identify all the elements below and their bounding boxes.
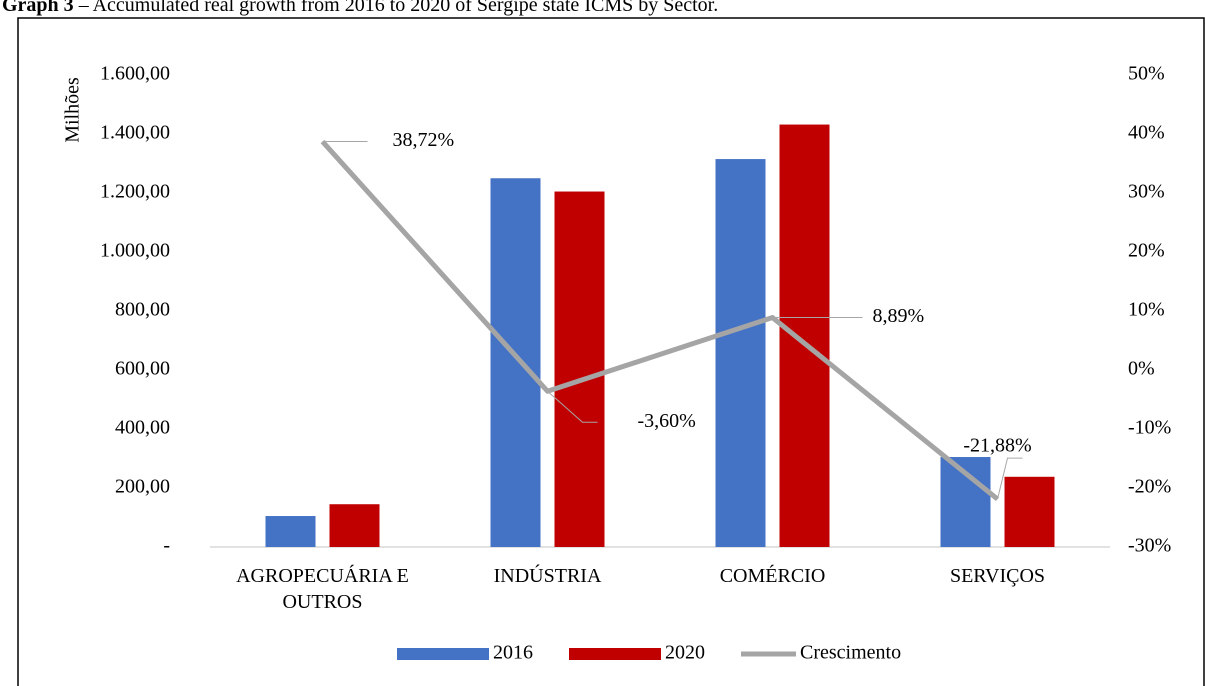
bar bbox=[554, 191, 605, 547]
y-tick-label: 400,00 bbox=[115, 417, 170, 439]
legend-label: 2020 bbox=[665, 642, 705, 664]
x-tick-label-line: INDÚSTRIA bbox=[494, 563, 602, 587]
legend-swatch bbox=[397, 648, 489, 660]
leader-line bbox=[997, 457, 1023, 500]
y2-tick-label: -20% bbox=[1128, 476, 1171, 498]
y2-tick-label: 40% bbox=[1128, 122, 1165, 144]
y-tick-label: 200,00 bbox=[115, 476, 170, 498]
legend-label: Crescimento bbox=[800, 642, 901, 664]
title-text: – Accumulated real growth from 2016 to 2… bbox=[78, 0, 719, 16]
bar bbox=[715, 159, 766, 547]
x-tick-label-line: COMÉRCIO bbox=[720, 564, 826, 587]
line bbox=[320, 139, 1000, 502]
chart-title: Graph 3– Accumulated real growth from 20… bbox=[2, 0, 718, 16]
y-tick-label: 1.200,00 bbox=[100, 181, 170, 203]
y-tick-label: 800,00 bbox=[115, 299, 170, 321]
y-tick-label: 1.400,00 bbox=[100, 122, 170, 144]
data-label: 38,72% bbox=[393, 129, 455, 151]
bar bbox=[779, 124, 830, 547]
y-tick-label: - bbox=[163, 535, 170, 557]
bar bbox=[1004, 476, 1055, 547]
bar bbox=[329, 504, 380, 547]
y2-tick-label: 30% bbox=[1128, 181, 1165, 203]
leader-line bbox=[547, 390, 598, 423]
x-tick-label-line: SERVIÇOS bbox=[950, 565, 1045, 587]
y-tick-label: 1.600,00 bbox=[100, 63, 170, 85]
data-label: 8,89% bbox=[873, 305, 925, 327]
y2-tick-label: 0% bbox=[1128, 358, 1155, 380]
y-tick-label: 600,00 bbox=[115, 358, 170, 380]
y2-tick-label: 20% bbox=[1128, 240, 1165, 262]
frame bbox=[17, 17, 1205, 686]
x-tick-label: AGROPECUÁRIA E OUTROS bbox=[236, 564, 409, 613]
y2-tick-label: -30% bbox=[1128, 535, 1171, 557]
x-tick-label: SERVIÇOS bbox=[950, 565, 1045, 587]
x-tick-label: INDÚSTRIA bbox=[494, 563, 602, 587]
bar bbox=[490, 178, 541, 547]
x-tick-label-line: OUTROS bbox=[282, 591, 362, 613]
y-axis-label: Milhões bbox=[62, 77, 84, 143]
y2-tick-label: -10% bbox=[1128, 417, 1171, 439]
x-tick-label-line: AGROPECUÁRIA E bbox=[236, 564, 409, 587]
bar bbox=[265, 516, 316, 547]
legend-label: 2016 bbox=[493, 642, 533, 664]
legend-swatch bbox=[569, 648, 661, 660]
title-label: Graph 3 bbox=[2, 0, 74, 16]
data-label: -3,60% bbox=[638, 410, 696, 432]
x-tick-label: COMÉRCIO bbox=[720, 564, 826, 587]
y2-tick-label: 10% bbox=[1128, 299, 1165, 321]
y-tick-label: 1.000,00 bbox=[100, 240, 170, 262]
data-label: -21,88% bbox=[963, 435, 1031, 457]
y2-tick-label: 50% bbox=[1128, 63, 1165, 85]
